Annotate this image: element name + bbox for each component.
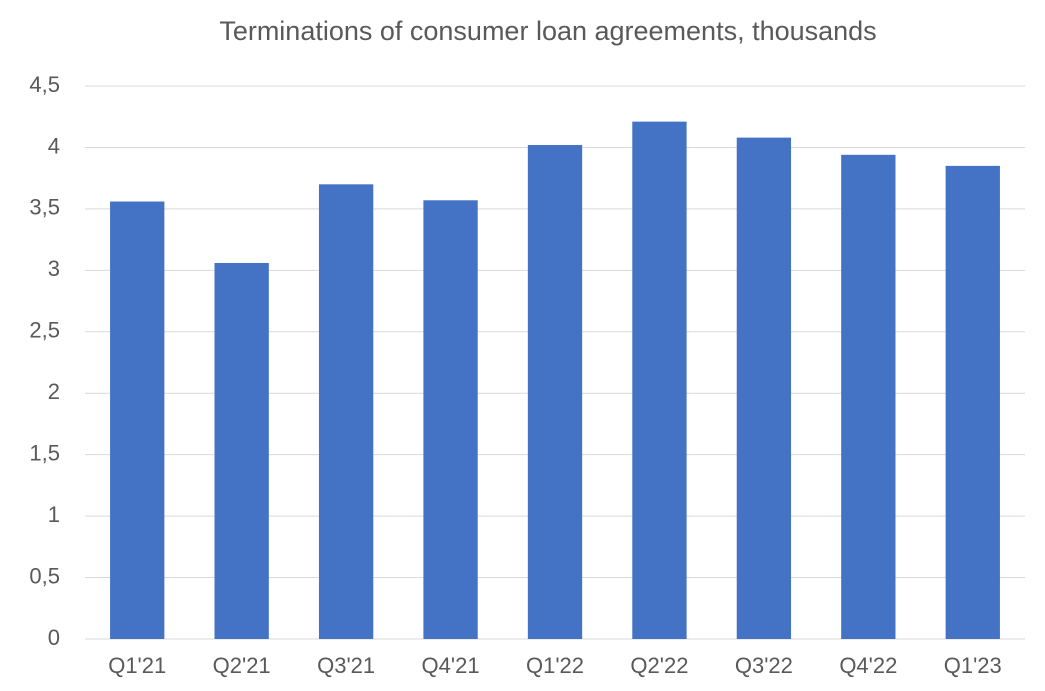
x-tick-label: Q1'22 [526, 653, 584, 678]
bar [214, 262, 269, 639]
x-tick-label: Q1'23 [944, 653, 1002, 678]
y-tick-label: 4,5 [29, 72, 60, 97]
x-tick-label: Q2'21 [213, 653, 271, 678]
x-tick-label: Q3'22 [735, 653, 793, 678]
bar [736, 137, 792, 639]
y-tick-label: 3,5 [29, 195, 60, 220]
bar [632, 121, 687, 640]
y-tick-label: 0 [48, 625, 60, 650]
bar [110, 201, 165, 639]
x-tick-label: Q4'22 [839, 653, 897, 678]
y-tick-label: 2 [48, 379, 60, 404]
bar [945, 165, 1000, 639]
bar [318, 184, 374, 640]
y-tick-label: 0,5 [29, 563, 60, 588]
bar [841, 154, 896, 639]
bar [527, 144, 583, 639]
x-tick-label: Q2'22 [630, 653, 688, 678]
y-tick-label: 1 [48, 502, 60, 527]
y-tick-label: 4 [48, 133, 60, 158]
x-tick-label: Q4'21 [422, 653, 480, 678]
bar [423, 200, 478, 639]
y-tick-label: 1,5 [29, 440, 60, 465]
x-tick-label: Q3'21 [317, 653, 375, 678]
chart-title: Terminations of consumer loan agreements… [219, 16, 876, 46]
y-tick-label: 2,5 [29, 318, 60, 343]
y-tick-label: 3 [48, 256, 60, 281]
x-tick-label: Q1'21 [108, 653, 166, 678]
